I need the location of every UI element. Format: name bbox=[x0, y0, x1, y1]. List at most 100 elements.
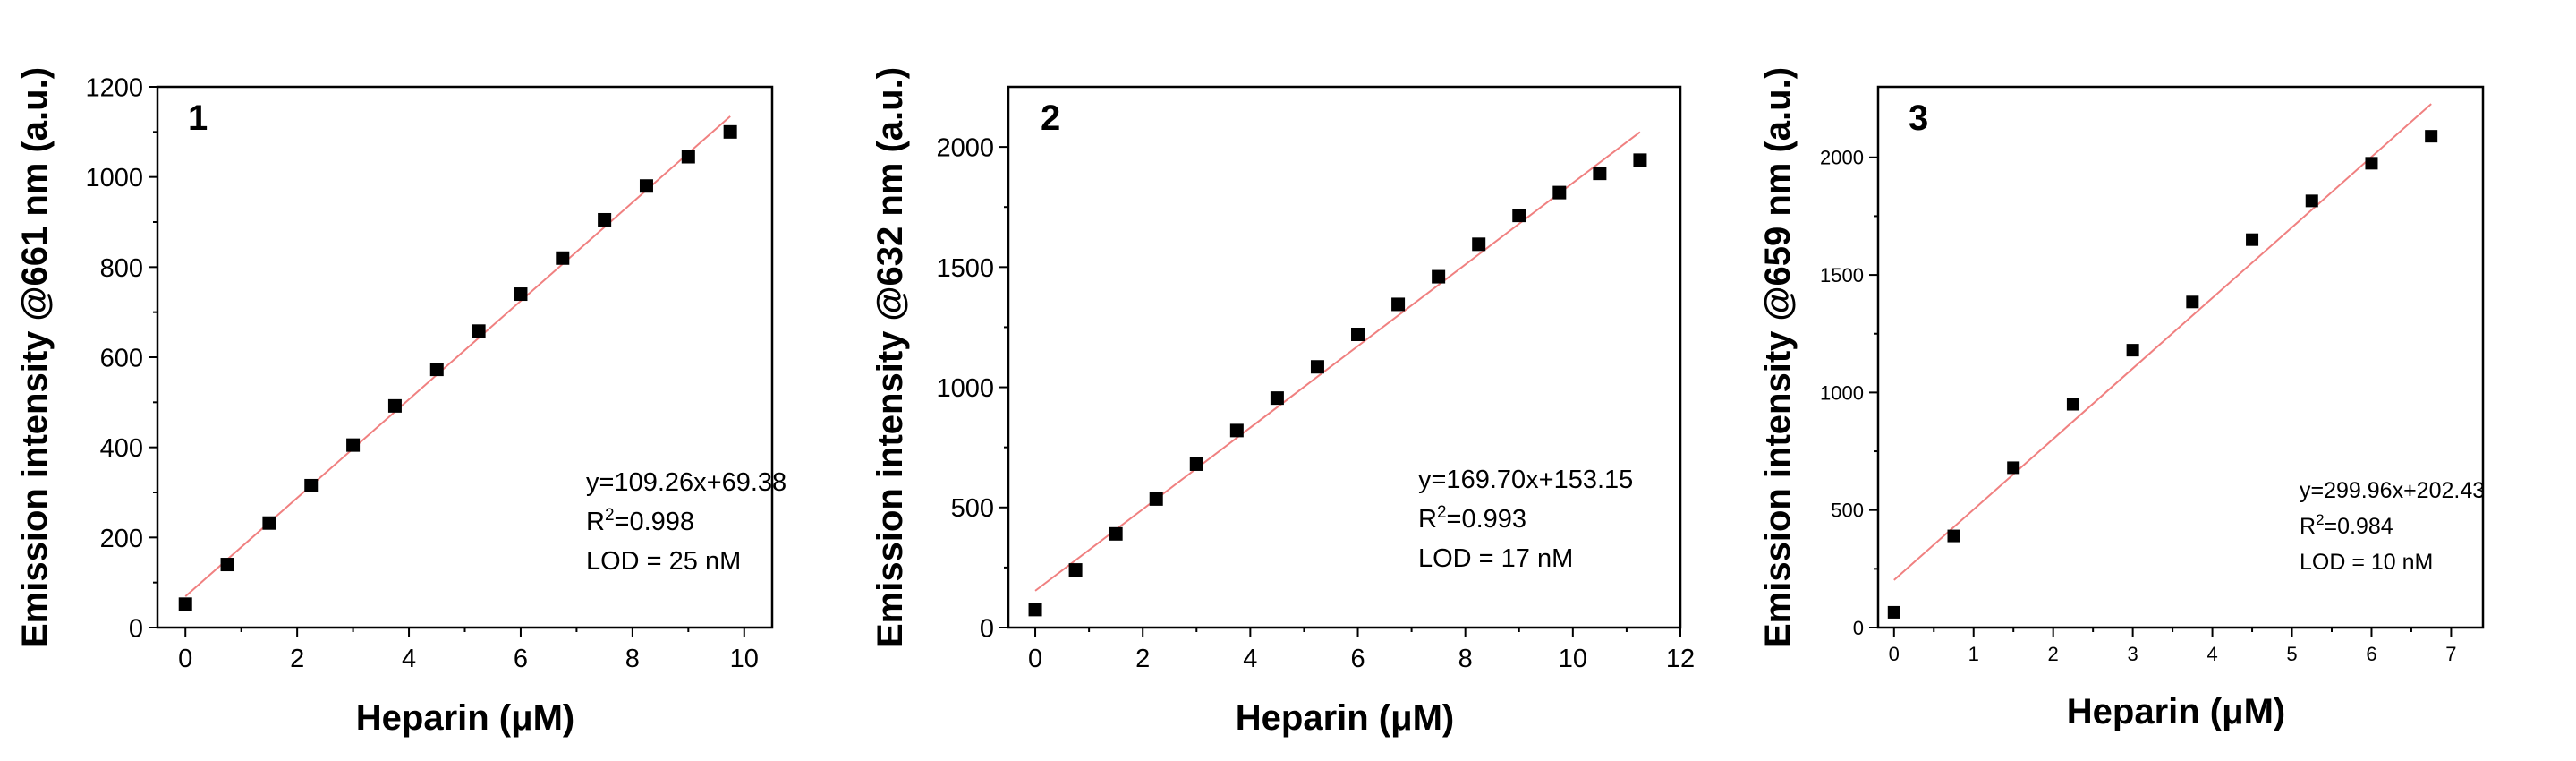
data-point bbox=[220, 558, 234, 572]
data-point bbox=[1028, 603, 1042, 617]
x-tick-label: 2 bbox=[1135, 645, 1150, 673]
fit-equation: y=299.96x+202.43 bbox=[2300, 478, 2485, 503]
x-tick-label: 3 bbox=[2128, 643, 2138, 665]
y-tick-label: 400 bbox=[100, 434, 143, 463]
y-tick-label: 1200 bbox=[85, 73, 143, 102]
data-point bbox=[304, 478, 319, 492]
y-tick-label: 600 bbox=[100, 344, 143, 372]
data-point bbox=[1351, 327, 1365, 341]
x-tick-label: 8 bbox=[625, 645, 640, 673]
data-point bbox=[556, 251, 570, 265]
x-tick-label: 6 bbox=[1350, 645, 1365, 673]
y-tick-label: 200 bbox=[100, 525, 143, 553]
y-axis-title: Emission intensity @632 nm (a.u.) bbox=[871, 67, 910, 647]
data-point bbox=[429, 363, 444, 377]
data-point bbox=[1472, 237, 1486, 252]
data-point bbox=[1310, 360, 1324, 374]
y-tick-label: 0 bbox=[980, 614, 994, 643]
data-point bbox=[1512, 209, 1526, 223]
lod-label: LOD = 17 nM bbox=[1418, 544, 1573, 573]
x-axis-title: Heparin (μM) bbox=[356, 698, 574, 738]
plot-frame bbox=[1876, 85, 2485, 629]
panel-label: 3 bbox=[1909, 98, 1928, 138]
x-tick-label: 7 bbox=[2445, 643, 2456, 665]
r-squared: R2=0.993 bbox=[1418, 503, 1526, 534]
y-tick-label: 1500 bbox=[936, 254, 994, 283]
data-points bbox=[1887, 130, 2438, 619]
data-point bbox=[1552, 185, 1567, 200]
fit-line bbox=[1034, 131, 1641, 592]
x-tick-label: 0 bbox=[1028, 645, 1042, 673]
data-point bbox=[2305, 194, 2318, 208]
plot-frame bbox=[1007, 85, 1682, 629]
y-tick-label: 0 bbox=[129, 614, 143, 643]
data-points bbox=[1028, 153, 1647, 617]
data-point bbox=[2425, 130, 2438, 143]
data-point bbox=[2246, 233, 2259, 246]
r-squared: R2=0.984 bbox=[2300, 511, 2393, 539]
data-point bbox=[1391, 297, 1406, 312]
y-axis-title: Emission intensity @659 nm (a.u.) bbox=[1758, 67, 1798, 647]
fit-equation: y=109.26x+69.38 bbox=[586, 468, 786, 497]
data-point bbox=[1270, 391, 1284, 406]
x-tick-label: 12 bbox=[1666, 645, 1695, 673]
panel-label: 1 bbox=[188, 98, 208, 138]
data-point bbox=[1633, 153, 1647, 167]
x-tick-label: 1 bbox=[1968, 643, 1979, 665]
data-point bbox=[262, 516, 276, 530]
y-tick-label: 1000 bbox=[85, 164, 143, 192]
data-point bbox=[1068, 563, 1083, 577]
ticks: 0 2 4 6 8 10 0 200 400 600 800 1000 1200 bbox=[85, 73, 758, 673]
data-point bbox=[639, 179, 653, 193]
data-point bbox=[723, 124, 737, 139]
x-axis-title: Heparin (μM) bbox=[2067, 692, 2285, 731]
data-point bbox=[472, 324, 486, 338]
data-point bbox=[2126, 344, 2139, 357]
ticks: 0 1 2 3 4 5 6 7 0 500 1000 1500 2000 bbox=[1820, 147, 2456, 665]
x-tick-label: 0 bbox=[178, 645, 192, 673]
fit-equation: y=169.70x+153.15 bbox=[1418, 466, 1633, 494]
data-point bbox=[387, 398, 402, 413]
x-tick-label: 8 bbox=[1458, 645, 1473, 673]
x-tick-label: 6 bbox=[514, 645, 528, 673]
panel-label: 2 bbox=[1041, 98, 1060, 138]
data-point bbox=[1149, 492, 1163, 506]
x-tick-label: 4 bbox=[402, 645, 416, 673]
x-axis-title: Heparin (μM) bbox=[1236, 698, 1454, 738]
y-tick-label: 2000 bbox=[936, 134, 994, 163]
data-point bbox=[1947, 529, 1960, 543]
fit-line bbox=[1893, 103, 2432, 581]
data-point bbox=[178, 597, 192, 611]
x-tick-label: 0 bbox=[1889, 643, 1900, 665]
data-point bbox=[2186, 295, 2199, 309]
chart-panel-2: 0 2 4 6 8 10 12 0 500 1000 1500 2000 2 y=169.70x+15… bbox=[871, 67, 1695, 738]
x-tick-label: 2 bbox=[2048, 643, 2059, 665]
y-tick-label: 0 bbox=[1853, 617, 1864, 639]
data-points bbox=[178, 124, 737, 611]
data-point bbox=[598, 212, 612, 227]
x-tick-label: 10 bbox=[730, 645, 759, 673]
x-tick-label: 5 bbox=[2286, 643, 2297, 665]
x-tick-label: 6 bbox=[2366, 643, 2376, 665]
x-tick-label: 4 bbox=[1243, 645, 1257, 673]
y-tick-label: 500 bbox=[951, 494, 994, 523]
data-point bbox=[2066, 398, 2079, 411]
chart-panel-3: 0 1 2 3 4 5 6 7 0 500 1000 1500 2000 3 y=299.96x+202… bbox=[1758, 67, 2485, 731]
data-point bbox=[1593, 167, 1607, 181]
chart-panel-1: 0 2 4 6 8 10 0 200 400 600 800 1000 1200 1 y=109.26x… bbox=[15, 67, 786, 738]
x-tick-label: 2 bbox=[290, 645, 304, 673]
data-point bbox=[681, 150, 695, 164]
data-point bbox=[346, 438, 361, 452]
y-tick-label: 1000 bbox=[936, 374, 994, 403]
data-point bbox=[1432, 269, 1446, 284]
x-tick-label: 10 bbox=[1559, 645, 1587, 673]
ticks: 0 2 4 6 8 10 12 0 500 1000 1500 2000 bbox=[936, 134, 1695, 673]
lod-label: LOD = 25 nM bbox=[586, 547, 741, 576]
data-point bbox=[1109, 526, 1123, 541]
data-point bbox=[2365, 157, 2378, 170]
y-tick-label: 500 bbox=[1831, 500, 1864, 522]
lod-label: LOD = 10 nM bbox=[2300, 550, 2433, 575]
y-axis-title: Emission intensity @661 nm (a.u.) bbox=[15, 67, 55, 647]
y-tick-label: 1000 bbox=[1820, 381, 1864, 404]
data-point bbox=[1189, 457, 1203, 471]
